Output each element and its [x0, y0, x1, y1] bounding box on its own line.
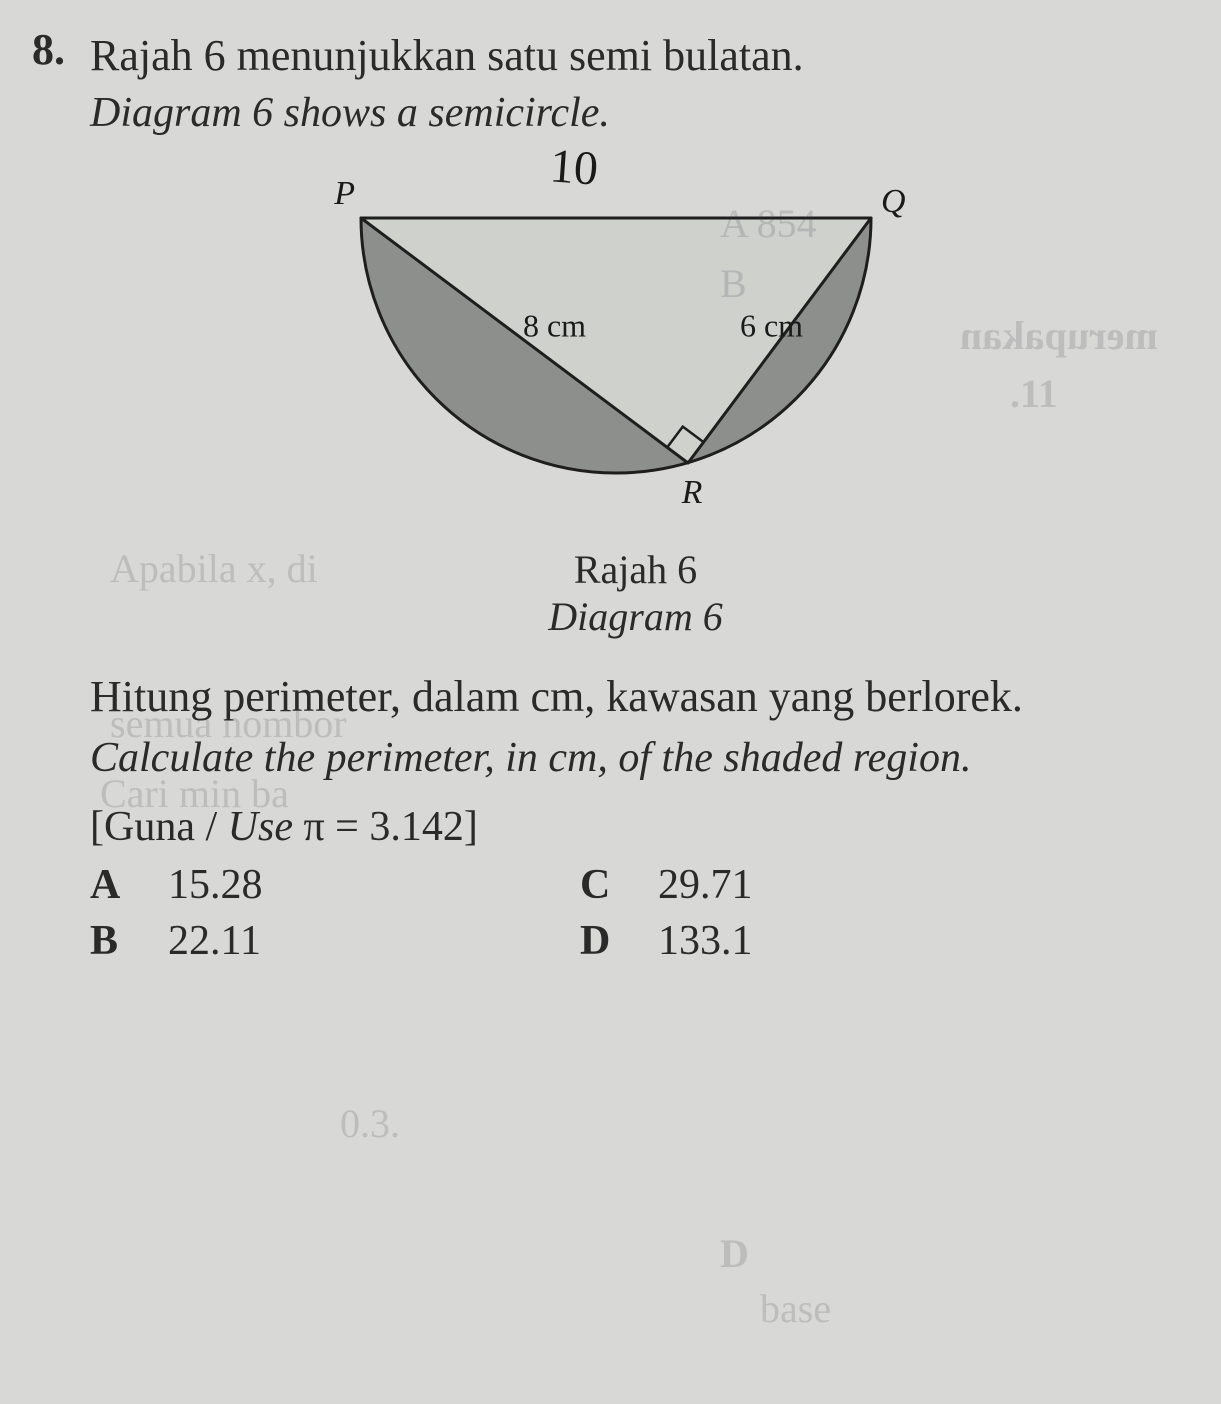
diagram-container: 10 PQR8 cm6 cm: [90, 158, 1181, 518]
bleed-text: base: [760, 1285, 831, 1332]
svg-text:8 cm: 8 cm: [522, 307, 585, 343]
use-pi-rest: π = 3.142]: [293, 804, 478, 850]
answer-options: A 15.28 C 29.71 B 22.11 D 133.1: [90, 861, 1010, 965]
option-value: 22.11: [168, 917, 261, 965]
use-pi-note: [Guna / Use π = 3.142]: [90, 803, 1181, 851]
option-letter: C: [580, 861, 620, 909]
page: 8. Rajah 6 menunjukkan satu semi bulatan…: [0, 0, 1221, 1404]
caption-en: Diagram 6: [90, 593, 1181, 640]
use-pi-use: Use: [228, 804, 293, 850]
task-ms: Hitung perimeter, dalam cm, kawasan yang…: [90, 668, 1181, 725]
option-value: 15.28: [168, 861, 263, 909]
option-value: 29.71: [658, 861, 753, 909]
option-letter: D: [580, 917, 620, 965]
option-value: 133.1: [658, 917, 753, 965]
option-d: D 133.1: [580, 917, 1010, 965]
caption-ms: Rajah 6: [90, 546, 1181, 593]
diagram-caption: Rajah 6 Diagram 6: [90, 546, 1181, 640]
bleed-text: D: [720, 1230, 749, 1277]
semicircle-diagram: P Q R 8 cm 6 cm: [316, 158, 956, 518]
svg-text:6 cm: 6 cm: [739, 307, 802, 343]
option-c: C 29.71: [580, 861, 1010, 909]
option-a: A 15.28: [90, 861, 520, 909]
svg-text:Q: Q: [881, 183, 906, 220]
question-number: 8.: [32, 24, 65, 75]
use-pi-prefix: [Guna /: [90, 804, 228, 850]
handwritten-annotation: 10: [548, 138, 600, 196]
option-letter: B: [90, 917, 130, 965]
option-letter: A: [90, 861, 130, 909]
task-en: Calculate the perimeter, in cm, of the s…: [90, 731, 1181, 786]
prompt-line-ms: Rajah 6 menunjukkan satu semi bulatan.: [90, 28, 1181, 83]
prompt-line-en: Diagram 6 shows a semicircle.: [90, 87, 1181, 140]
option-b: B 22.11: [90, 917, 520, 965]
bleed-text: 0.3.: [340, 1100, 400, 1147]
svg-text:R: R: [680, 474, 702, 511]
svg-text:P: P: [333, 175, 355, 212]
